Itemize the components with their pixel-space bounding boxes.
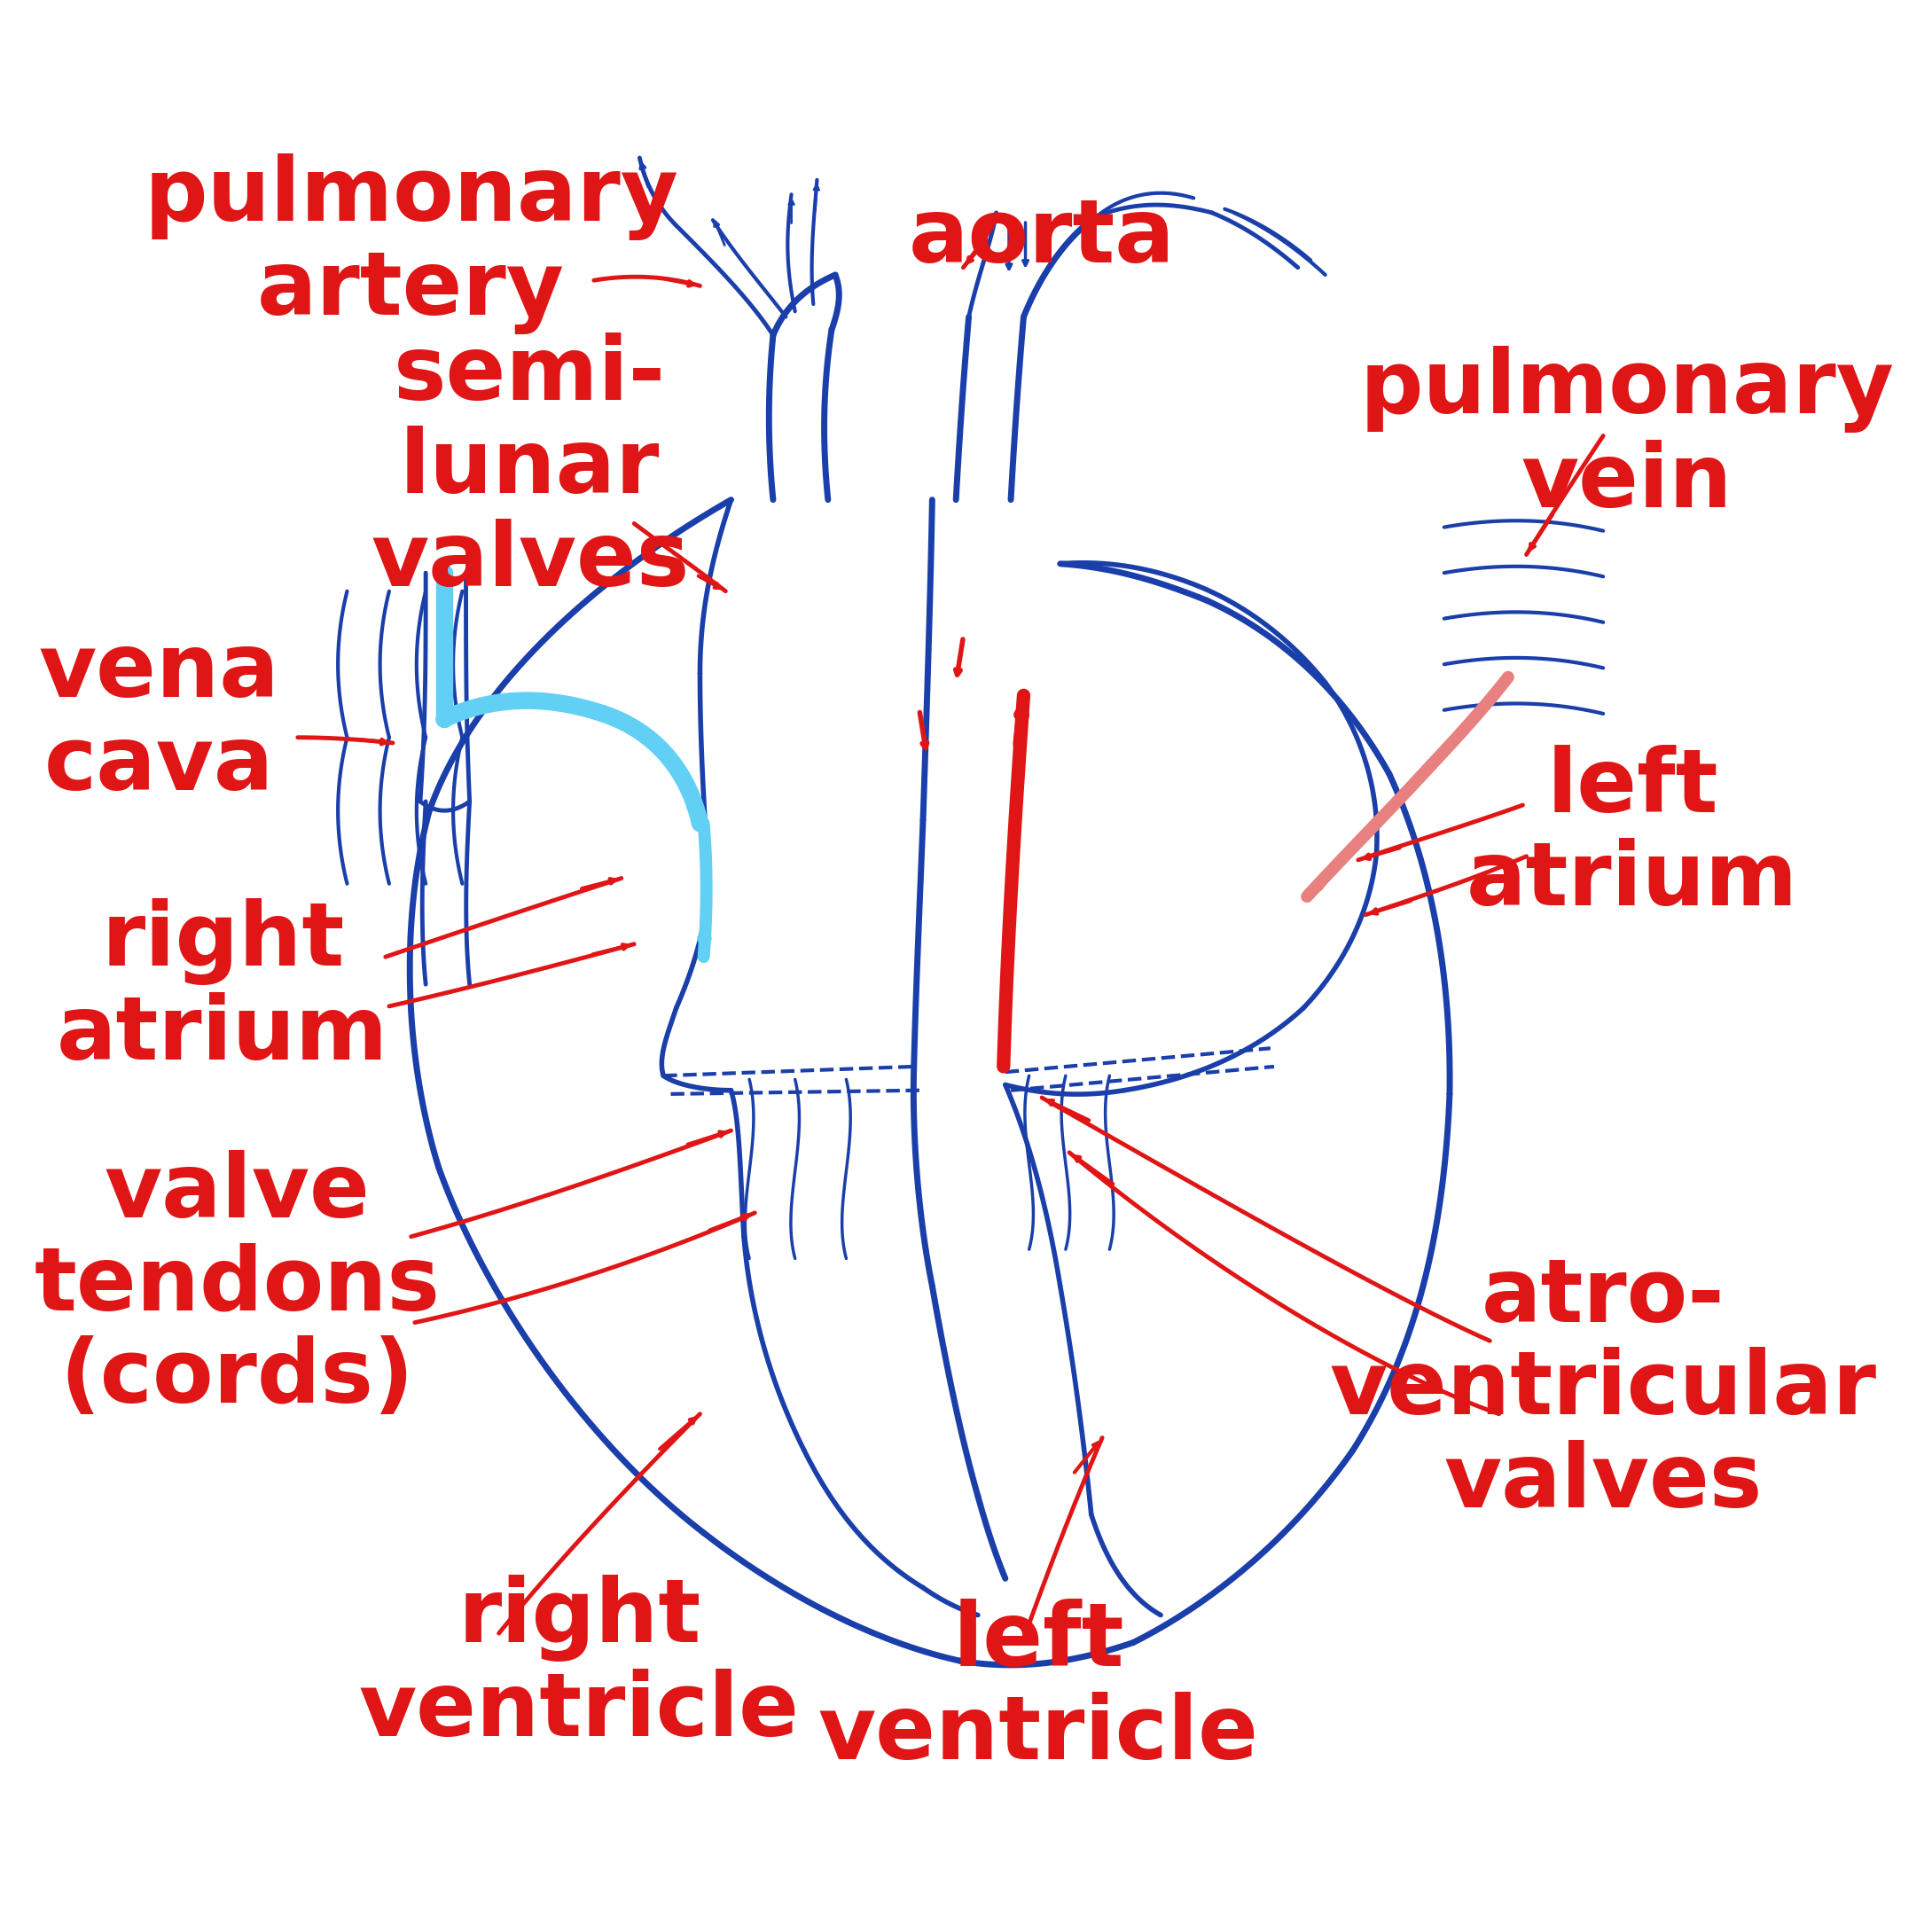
Text: pulmonary
artery: pulmonary artery bbox=[143, 153, 678, 334]
Text: atro-
ventricular
valves: atro- ventricular valves bbox=[1329, 1254, 1876, 1526]
Text: semi-
lunar
valves: semi- lunar valves bbox=[371, 332, 690, 605]
Text: pulmonary
vein: pulmonary vein bbox=[1360, 346, 1893, 526]
Text: valve
tendons
(cords): valve tendons (cords) bbox=[35, 1150, 440, 1422]
Text: right
atrium: right atrium bbox=[56, 898, 388, 1078]
Text: left
atrium: left atrium bbox=[1466, 746, 1799, 923]
Text: aorta: aorta bbox=[908, 195, 1175, 282]
Text: right
ventricle: right ventricle bbox=[359, 1575, 800, 1754]
Text: vena
cava: vena cava bbox=[39, 630, 280, 810]
Text: left
ventricle: left ventricle bbox=[817, 1600, 1258, 1777]
